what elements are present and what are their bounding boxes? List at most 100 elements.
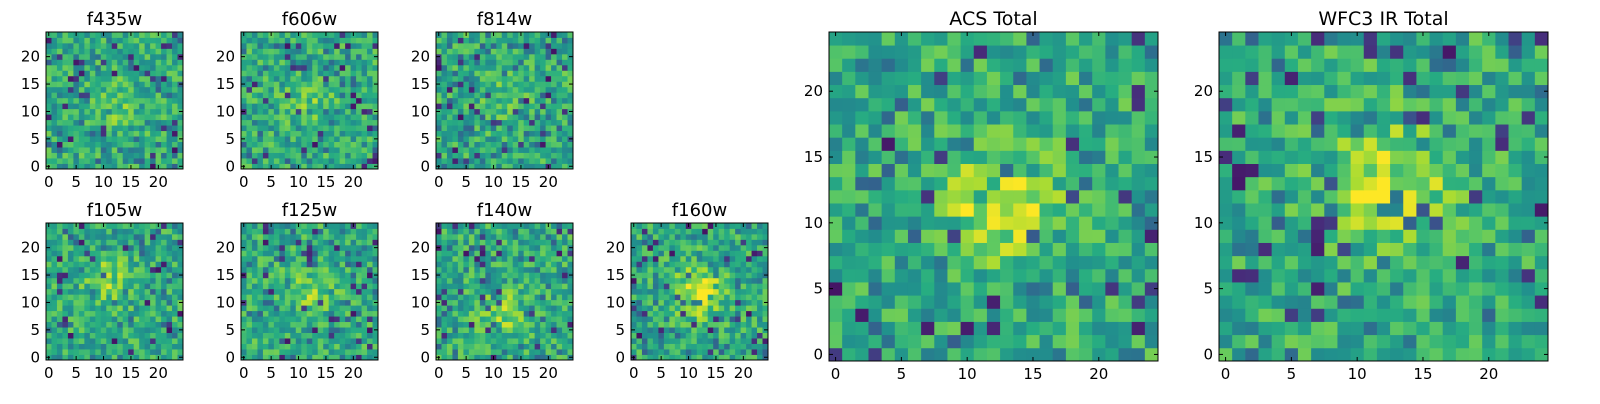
heatmap-cell [474,256,480,262]
heatmap-cell [334,344,340,350]
heatmap-cell [112,283,118,289]
heatmap-cell [518,136,524,142]
heatmap-cell [345,283,351,289]
heatmap-cell [139,327,145,333]
heatmap-cell [285,327,291,333]
heatmap-cell [562,344,568,350]
heatmap-cell [974,256,988,270]
heatmap-cell [882,150,896,164]
heatmap-cell [458,322,464,328]
heatmap-cell [708,289,714,295]
heatmap-cell [496,32,502,38]
heatmap-cell [57,43,63,49]
heatmap-cell [485,43,491,49]
heatmap-cell [524,278,530,284]
heatmap-cell [301,349,307,355]
heatmap-cell [246,267,252,273]
heatmap-cell [128,142,134,148]
heatmap-cell [296,322,302,328]
heatmap-cell [658,283,664,289]
heatmap-cell [257,92,263,98]
heatmap-cell [145,333,151,339]
heatmap-cell [329,349,335,355]
heatmap-cell [540,120,546,126]
heatmap-cell [274,316,280,322]
heatmap-cell [241,283,247,289]
heatmap-cell [529,300,535,306]
heatmap-cell [540,272,546,278]
heatmap-cell [1040,229,1054,243]
heatmap-cell [285,142,291,148]
y-tick-label: 0 [30,157,40,175]
heatmap-cell [546,256,552,262]
heatmap-cell [735,300,741,306]
heatmap-cell [301,92,307,98]
heatmap-cell [90,147,96,153]
heatmap-cell [101,120,107,126]
heatmap-cell [172,234,178,240]
heatmap-cell [290,109,296,115]
heatmap-cell [496,103,502,109]
heatmap-cell [474,272,480,278]
heatmap-cell [469,136,475,142]
heatmap-cell [474,316,480,322]
heatmap-cell [518,37,524,43]
heatmap-cell [496,37,502,43]
heatmap-cell [345,109,351,115]
heatmap-cell [246,245,252,251]
heatmap-cell [367,153,373,159]
heatmap-cell [507,43,513,49]
heatmap-cell [268,349,274,355]
heatmap-cell [84,333,90,339]
heatmap-cell [117,223,123,229]
heatmap-cell [463,76,469,82]
heatmap-cell [557,114,563,120]
heatmap-cell [535,289,541,295]
heatmap-cell [79,142,85,148]
heatmap-cell [312,147,318,153]
heatmap-cell [474,70,480,76]
heatmap-cell [73,349,79,355]
heatmap-cell [312,333,318,339]
heatmap-cell [117,109,123,115]
heatmap-cell [546,278,552,284]
heatmap-cell [356,136,362,142]
heatmap-cell [356,65,362,71]
heatmap-cell [647,311,653,317]
heatmap-cell [557,131,563,137]
heatmap-cell [172,98,178,104]
heatmap-cell [172,103,178,109]
heatmap-cell [296,305,302,311]
heatmap-cell [145,305,151,311]
heatmap-cell [746,300,752,306]
heatmap-cell [1105,308,1119,322]
heatmap-cell [90,103,96,109]
heatmap-cell [334,333,340,339]
heatmap-cell [513,81,519,87]
heatmap-cell [257,43,263,49]
heatmap-cell [274,250,280,256]
heatmap-cell [1053,203,1067,217]
heatmap-cell [551,272,557,278]
heatmap-cell [518,278,524,284]
heatmap-cell [507,92,513,98]
heatmap-cell [752,239,758,245]
heatmap-cell [658,278,664,284]
heatmap-cell [474,65,480,71]
heatmap-cell [702,322,708,328]
heatmap-cell [452,98,458,104]
heatmap-cell [296,147,302,153]
heatmap-cell [117,289,123,295]
heatmap-cell [724,338,730,344]
heatmap-cell [312,142,318,148]
heatmap-cell [268,305,274,311]
heatmap-cell [513,234,519,240]
heatmap-cell [947,177,961,191]
heatmap-cell [257,153,263,159]
heatmap-cell [106,76,112,82]
heatmap-cell [480,37,486,43]
heatmap-cell [95,131,101,137]
heatmap-cell [631,261,637,267]
heatmap-cell [139,228,145,234]
heatmap-cell [329,136,335,142]
